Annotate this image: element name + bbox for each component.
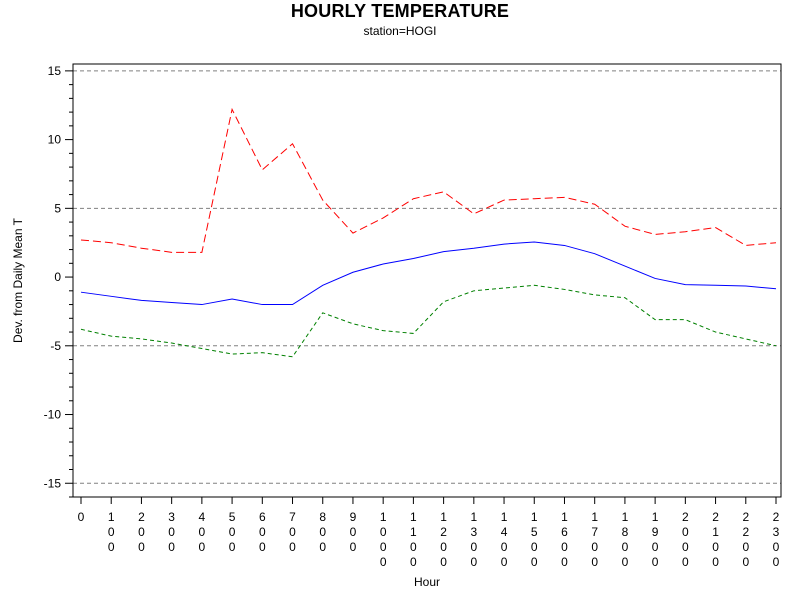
y-axis-label: Dev. from Daily Mean T xyxy=(11,217,25,343)
series-layer xyxy=(80,107,777,358)
y-tick-label: 10 xyxy=(48,133,62,147)
y-tick-label: 0 xyxy=(54,270,61,284)
plot-frame xyxy=(72,63,782,498)
y-tick-label: 15 xyxy=(48,64,62,78)
y-tick-label: -15 xyxy=(44,476,62,490)
y-tick-label: -5 xyxy=(50,339,61,353)
x-axis: 0 1 0 0 2 0 0 3 0 0 4 0 0 5 0 0 6 0 0 7 0 0 8 0 0 9 0 0 1 0 0 0 1 1 0 0 1 2 0 0… xyxy=(78,497,780,569)
x-tick-label: 0 xyxy=(78,510,85,524)
y-axis: -15 -10 -5 0 5 10 15 xyxy=(44,64,73,498)
reference-lines xyxy=(73,70,781,484)
chart-title: HOURLY TEMPERATURE xyxy=(290,1,510,21)
series-line-1 xyxy=(80,107,777,253)
y-tick-label: -10 xyxy=(44,408,62,422)
y-tick-label: 5 xyxy=(54,201,61,215)
series-line-3 xyxy=(80,284,777,358)
x-axis-label: Hour xyxy=(414,575,440,589)
series-line-2 xyxy=(80,241,777,306)
chart-subtitle: station=HOGI xyxy=(363,24,437,38)
